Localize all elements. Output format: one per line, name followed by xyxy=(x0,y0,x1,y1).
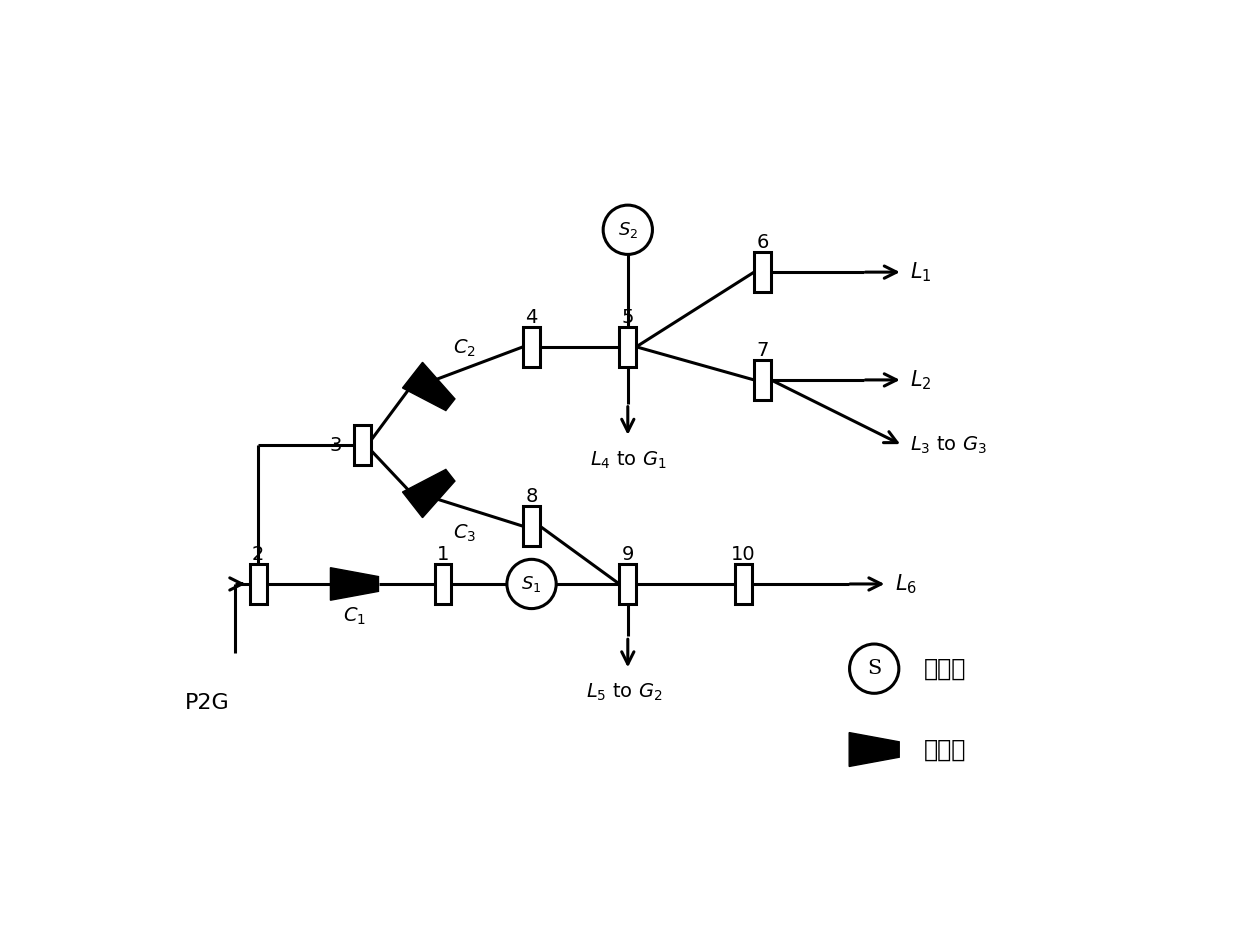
Bar xyxy=(754,252,771,292)
Text: $S_2$: $S_2$ xyxy=(618,220,637,240)
Text: 5: 5 xyxy=(621,308,634,327)
Text: $L_1$: $L_1$ xyxy=(910,260,932,284)
Text: P2G: P2G xyxy=(185,693,229,714)
Text: 9: 9 xyxy=(621,545,634,564)
Polygon shape xyxy=(849,732,899,767)
Text: 3: 3 xyxy=(330,436,342,455)
Text: 1: 1 xyxy=(436,545,449,564)
Bar xyxy=(434,564,451,604)
Bar xyxy=(353,425,371,466)
Circle shape xyxy=(603,205,652,255)
Text: 压缩机: 压缩机 xyxy=(924,737,967,761)
Text: 10: 10 xyxy=(732,545,755,564)
Polygon shape xyxy=(403,362,455,411)
Text: 8: 8 xyxy=(526,487,538,507)
Text: 7: 7 xyxy=(756,341,769,360)
Bar xyxy=(523,507,539,546)
Polygon shape xyxy=(330,567,378,600)
Bar xyxy=(523,327,539,367)
Text: $C_2$: $C_2$ xyxy=(453,338,476,359)
Text: $L_3$ to $G_3$: $L_3$ to $G_3$ xyxy=(910,435,987,456)
Text: $L_5$ to $G_2$: $L_5$ to $G_2$ xyxy=(585,682,662,703)
Circle shape xyxy=(507,559,557,608)
Text: 6: 6 xyxy=(756,233,769,252)
Text: $L_6$: $L_6$ xyxy=(895,572,918,596)
Text: $C_3$: $C_3$ xyxy=(453,522,476,544)
Circle shape xyxy=(849,644,899,693)
Text: $L_2$: $L_2$ xyxy=(910,369,932,392)
Bar xyxy=(619,327,636,367)
Text: $L_4$ to $G_1$: $L_4$ to $G_1$ xyxy=(589,449,666,470)
Text: S: S xyxy=(867,660,882,678)
Bar xyxy=(735,564,751,604)
Bar xyxy=(754,360,771,400)
Bar xyxy=(619,564,636,604)
Text: 2: 2 xyxy=(252,545,264,564)
Text: 气源点: 气源点 xyxy=(924,657,967,681)
Text: 4: 4 xyxy=(526,308,538,327)
Text: $S_1$: $S_1$ xyxy=(521,574,542,594)
Bar xyxy=(249,564,267,604)
Polygon shape xyxy=(403,469,455,518)
Text: $C_1$: $C_1$ xyxy=(343,606,366,628)
